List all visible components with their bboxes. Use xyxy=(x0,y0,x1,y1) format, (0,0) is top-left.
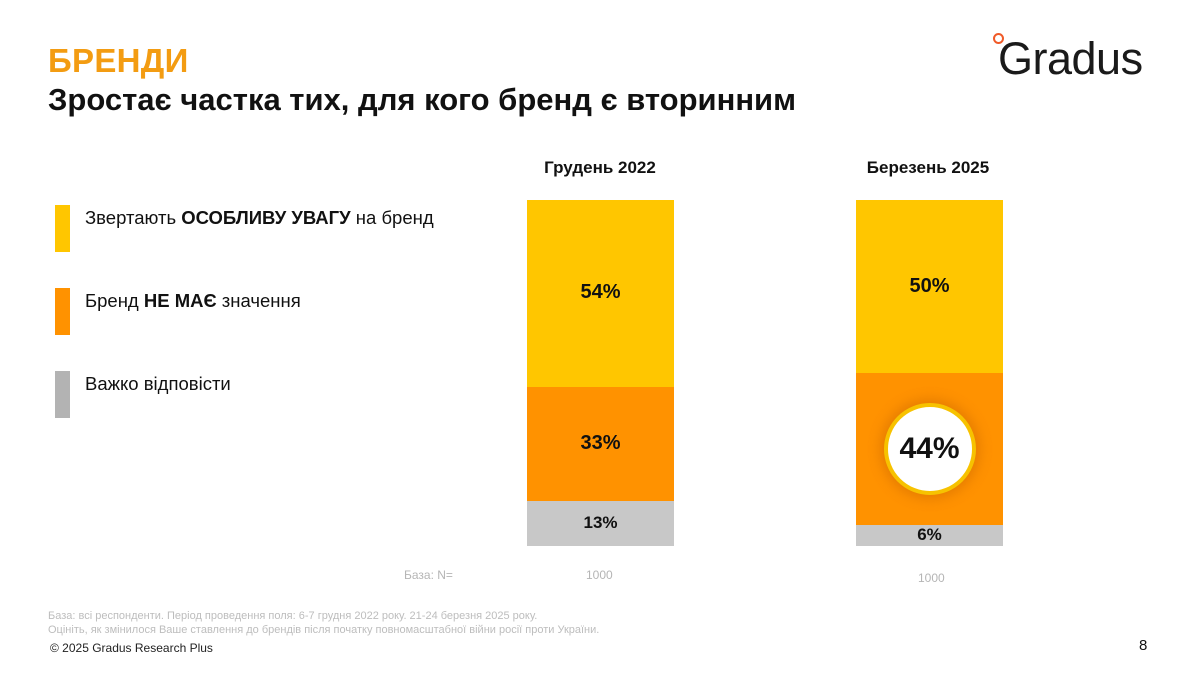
bar-segment-2022-1: 33% xyxy=(527,386,674,501)
legend-text-post: Важко відповісти xyxy=(85,373,231,394)
logo-text: Gradus xyxy=(998,33,1143,84)
section-title: БРЕНДИ xyxy=(48,42,189,79)
legend-text-bold: НЕ МАЄ xyxy=(143,290,217,311)
bar-segment-2022-0: 54% xyxy=(527,200,674,387)
bar-segment-2025-1: 44% xyxy=(856,373,1003,526)
copyright: © 2025 Gradus Research Plus xyxy=(50,641,213,655)
legend-text-post: на бренд xyxy=(350,207,434,228)
bar-segment-2025-0: 50% xyxy=(856,200,1003,373)
legend-swatch-icon xyxy=(55,371,70,418)
legend-label: Бренд НЕ МАЄ значення xyxy=(85,290,301,312)
logo-dot-icon xyxy=(993,33,1004,44)
legend-text-pre: Бренд xyxy=(85,290,144,311)
footnote-base: База: всі респонденти. Період проведення… xyxy=(48,610,538,622)
data-label: 33% xyxy=(580,431,621,454)
bar-segment-2022-2: 13% xyxy=(527,501,674,546)
page-title: Зростає частка тих, для кого бренд є вто… xyxy=(48,82,797,117)
page-number: 8 xyxy=(1139,637,1148,654)
base-label: База: N= xyxy=(404,568,453,582)
legend-swatch-icon xyxy=(55,205,70,252)
data-label: 54% xyxy=(580,281,621,304)
legend-text-pre: Звертають xyxy=(85,207,182,228)
data-label: 50% xyxy=(909,274,950,297)
legend-text-post: значення xyxy=(216,290,301,311)
highlight-circle-label: 44% xyxy=(883,403,976,496)
legend-label: Звертають ОСОБЛИВУ УВАГУ на бренд xyxy=(85,207,434,229)
col-title-2025: Березень 2025 xyxy=(866,158,990,177)
data-label: 6% xyxy=(917,525,942,545)
footnote-question: Оцініть, як змінилося Ваше ставлення до … xyxy=(48,624,600,636)
legend-label: Важко відповісти xyxy=(85,373,231,395)
base-value-2022: 1000 xyxy=(586,568,613,582)
base-value-2025: 1000 xyxy=(918,571,945,585)
col-title-2022: Грудень 2022 xyxy=(544,158,656,177)
data-label: 13% xyxy=(583,513,618,533)
legend-text-bold: ОСОБЛИВУ УВАГУ xyxy=(181,207,351,228)
legend-swatch-icon xyxy=(55,288,70,335)
bar-segment-2025-2: 6% xyxy=(856,525,1003,546)
gradus-logo: Gradus xyxy=(993,33,1143,84)
